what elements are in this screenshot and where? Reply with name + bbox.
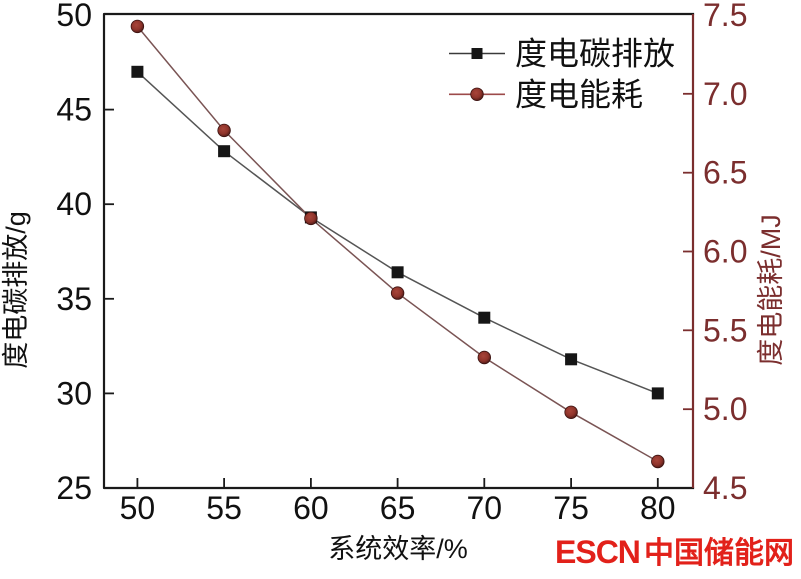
svg-text:度电碳排放/g: 度电碳排放/g [1, 211, 31, 369]
svg-text:5.5: 5.5 [703, 312, 747, 348]
svg-text:中国储能网: 中国储能网 [644, 537, 794, 570]
svg-text:55: 55 [206, 490, 242, 526]
svg-text:70: 70 [467, 490, 503, 526]
svg-text:度电能耗: 度电能耗 [515, 76, 643, 112]
svg-text:7.5: 7.5 [703, 0, 747, 33]
svg-text:度电能耗/MJ: 度电能耗/MJ [756, 214, 786, 366]
svg-text:系统效率/%: 系统效率/% [328, 534, 468, 564]
svg-text:80: 80 [640, 490, 676, 526]
svg-text:ESCN: ESCN [555, 534, 640, 570]
svg-text:40: 40 [56, 186, 92, 222]
svg-text:50: 50 [56, 0, 92, 33]
svg-text:6.5: 6.5 [703, 155, 747, 191]
svg-text:25: 25 [56, 470, 92, 506]
svg-text:30: 30 [56, 375, 92, 411]
svg-text:度电碳排放: 度电碳排放 [515, 36, 675, 72]
svg-text:5.0: 5.0 [703, 391, 747, 427]
svg-text:4.5: 4.5 [703, 470, 747, 506]
svg-text:60: 60 [293, 490, 329, 526]
svg-text:50: 50 [120, 490, 156, 526]
svg-text:7.0: 7.0 [703, 76, 747, 112]
svg-text:35: 35 [56, 281, 92, 317]
svg-text:75: 75 [553, 490, 589, 526]
svg-text:6.0: 6.0 [703, 234, 747, 270]
svg-text:45: 45 [56, 92, 92, 128]
svg-text:65: 65 [380, 490, 416, 526]
